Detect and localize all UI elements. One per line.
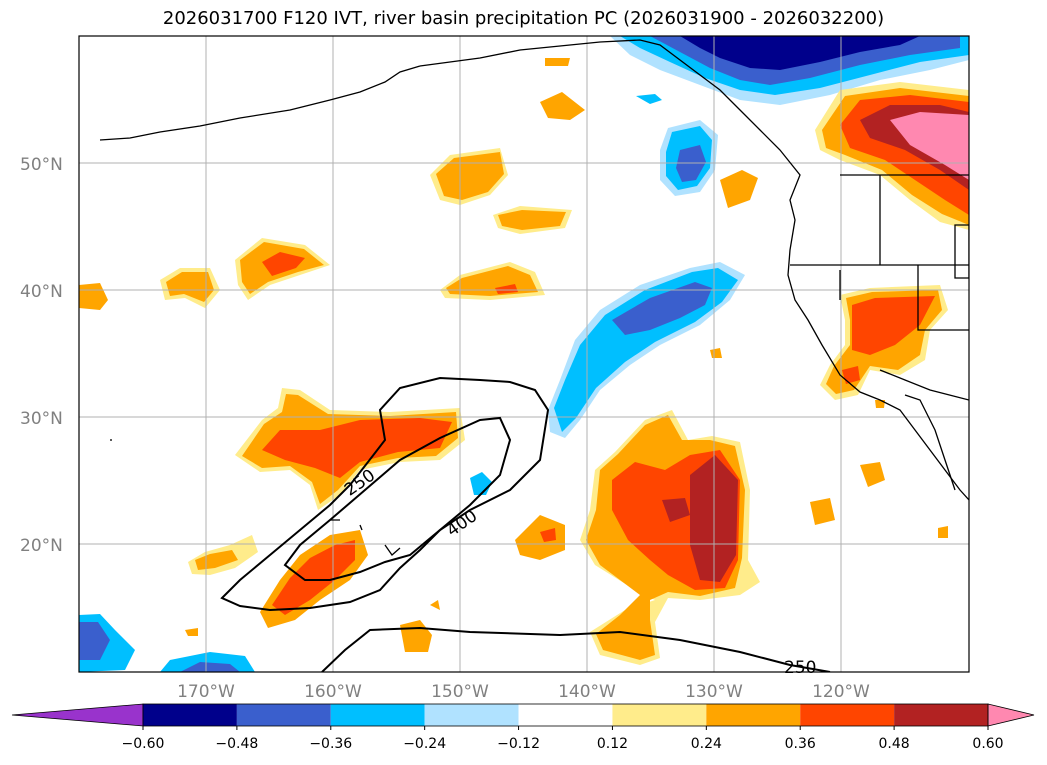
lat-tick-label: 50°N bbox=[20, 155, 63, 175]
colorbar-segment bbox=[143, 704, 237, 726]
lat-tick-label: 20°N bbox=[20, 536, 63, 556]
ivt-contours bbox=[220, 376, 831, 672]
colorbar-tick-label: −0.12 bbox=[497, 736, 540, 752]
contour-250-north bbox=[220, 376, 550, 612]
colorbar-segment bbox=[894, 704, 988, 726]
colorbar-tick-label: −0.24 bbox=[403, 736, 446, 752]
colorbar-segment bbox=[612, 704, 707, 726]
colorbar-tick-label: −0.60 bbox=[122, 736, 165, 752]
colorbar-tick-label: 0.12 bbox=[597, 736, 628, 752]
map-title: 2026031700 F120 IVT, river basin precipi… bbox=[162, 8, 885, 29]
colorbar-extend-high bbox=[987, 703, 1035, 727]
colorbar-segment bbox=[706, 704, 801, 726]
lon-tick-label: 170°W bbox=[177, 682, 235, 702]
colorbar-segment bbox=[424, 704, 519, 726]
lat-tick-label: 30°N bbox=[20, 409, 63, 429]
colorbar-tick-label: −0.48 bbox=[215, 736, 258, 752]
positive-region-california bbox=[810, 285, 948, 538]
colorbar: −0.60 −0.48 −0.36 −0.24 −0.12 0.12 0.24 0.36 0.4… bbox=[11, 703, 1035, 752]
colorbar-outline bbox=[142, 703, 989, 727]
positive-region-northeast bbox=[815, 82, 969, 230]
graticule bbox=[79, 36, 969, 672]
colorbar-tick-label: −0.36 bbox=[309, 736, 352, 752]
shaded-regions bbox=[79, 36, 969, 672]
colorbar-tick-label: 0.60 bbox=[972, 736, 1003, 752]
lat-tick-label: 40°N bbox=[20, 282, 63, 302]
contour-250-south bbox=[321, 626, 831, 672]
lon-tick-label: 140°W bbox=[558, 682, 616, 702]
coastlines bbox=[99, 39, 969, 556]
positive-region-central-east bbox=[400, 410, 760, 665]
colorbar-tick-label: 0.36 bbox=[785, 736, 816, 752]
contour-400 bbox=[283, 416, 512, 581]
negative-region-north bbox=[610, 36, 969, 105]
colorbar-extend-low bbox=[11, 703, 144, 727]
colorbar-segment bbox=[800, 704, 895, 726]
lon-tick-label: 150°W bbox=[431, 682, 489, 702]
colorbar-segment bbox=[236, 704, 331, 726]
lon-tick-label: 130°W bbox=[685, 682, 743, 702]
negative-region-southwest bbox=[79, 94, 662, 672]
colorbar-tick-label: 0.48 bbox=[879, 736, 910, 752]
lon-tick-label: 160°W bbox=[304, 682, 362, 702]
contour-label-250-south: 250 bbox=[784, 658, 816, 678]
colorbar-segment bbox=[330, 704, 425, 726]
lon-tick-label: 120°W bbox=[812, 682, 870, 702]
map-frame bbox=[78, 35, 970, 673]
colorbar-segment bbox=[518, 704, 613, 726]
negative-region-central bbox=[548, 262, 745, 438]
colorbar-tick-label: 0.24 bbox=[691, 736, 722, 752]
